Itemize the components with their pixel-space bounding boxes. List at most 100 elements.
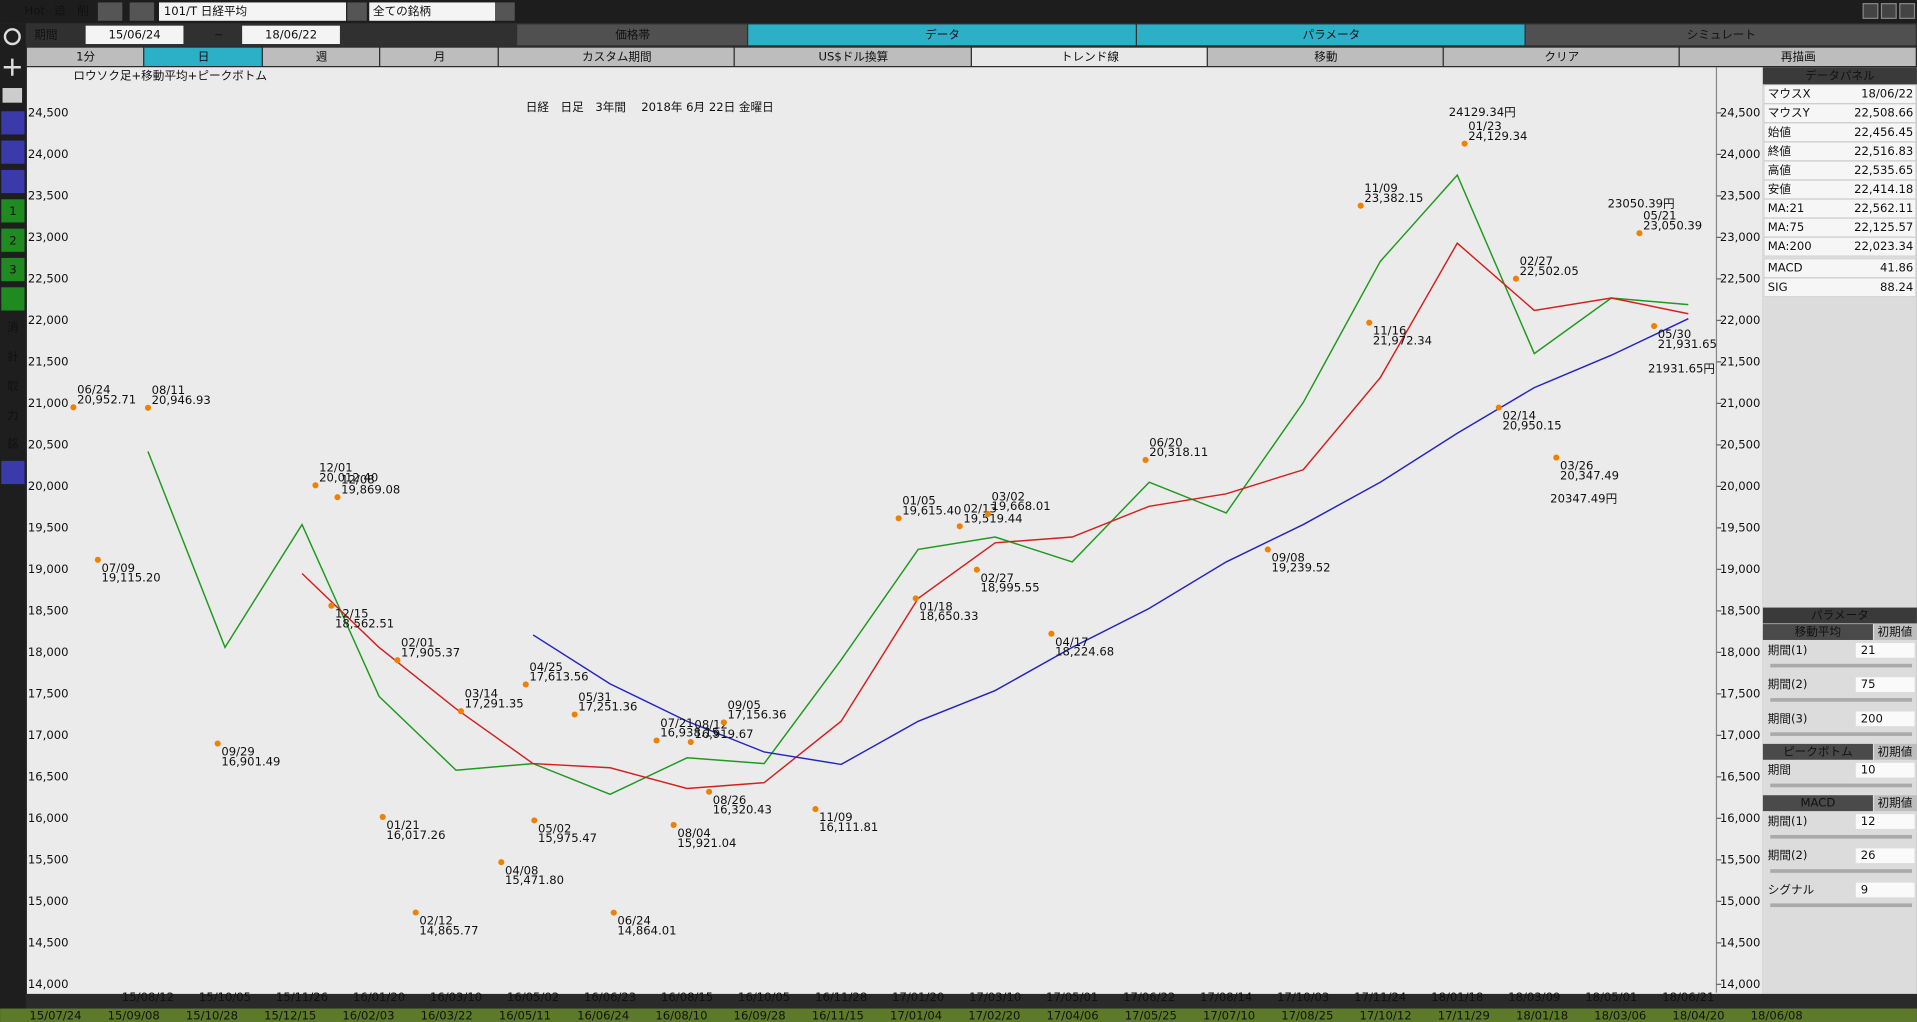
tab[interactable] — [1136, 24, 1525, 46]
y-tick-label: 16,000 — [1720, 811, 1761, 825]
y-tick-label: 21,500 — [1720, 354, 1761, 368]
sidebar-label: 消 — [7, 320, 19, 334]
panel-label: MA:21 — [1768, 201, 1804, 215]
parameter-label: 期間(1) — [1768, 643, 1808, 657]
slider-track[interactable] — [1770, 663, 1913, 668]
peak-marker — [214, 740, 221, 747]
toolbar-button[interactable] — [262, 47, 380, 67]
value-box[interactable] — [1855, 643, 1915, 658]
toolbar-button[interactable] — [1679, 47, 1916, 67]
slider-track[interactable] — [1770, 783, 1913, 788]
y-tick-label: 22,500 — [28, 271, 69, 285]
panel-row — [1763, 84, 1917, 104]
symbol-box[interactable] — [158, 2, 347, 21]
x-tick-label: 16/08/15 — [661, 990, 713, 1004]
dropdown[interactable] — [347, 2, 367, 21]
toolbar-button[interactable] — [380, 47, 498, 67]
peak-value: 23,382.15 — [1364, 191, 1423, 205]
close-button[interactable] — [1899, 3, 1916, 19]
peak-value: 19,519.44 — [963, 511, 1022, 525]
favorite-button[interactable] — [1, 287, 25, 311]
peak-value: 19,239.52 — [1271, 560, 1330, 574]
y-tick-label: 15,000 — [1720, 894, 1761, 908]
value-box[interactable] — [1855, 848, 1915, 864]
maximize-button[interactable] — [1880, 3, 1897, 19]
slider-track[interactable] — [1770, 869, 1913, 873]
parameter-label: 期間(2) — [1768, 677, 1808, 691]
value-box[interactable] — [1855, 882, 1915, 898]
parameter-value: 21 — [1861, 643, 1876, 657]
peak-date: 11/09 — [819, 810, 852, 824]
value-box[interactable] — [1855, 814, 1915, 829]
panel-label: MA:200 — [1768, 239, 1812, 253]
x-tick-label: 16/03/10 — [430, 990, 482, 1004]
date-box[interactable] — [242, 25, 340, 45]
camera-icon[interactable] — [2, 88, 23, 103]
tilde: ~ — [214, 27, 224, 41]
peak-marker — [956, 523, 963, 530]
scrollbar-label: 18/06/08 — [1751, 1008, 1803, 1022]
toolbar-button[interactable] — [734, 47, 971, 67]
scrollbar-label: 18/01/18 — [1516, 1008, 1568, 1022]
toolbar-button[interactable] — [144, 47, 262, 67]
y-tick-label: 14,500 — [28, 935, 69, 949]
slider-track[interactable] — [1770, 732, 1913, 736]
panel-label: 始値 — [1768, 125, 1792, 139]
reset-button[interactable] — [1874, 624, 1917, 640]
x-tick-label: 16/10/05 — [738, 990, 790, 1004]
panel-label: マウスY — [1768, 106, 1811, 120]
universe-box[interactable] — [369, 2, 496, 21]
moving-average-line — [147, 173, 1689, 796]
peak-marker — [1461, 140, 1468, 147]
add-icon[interactable] — [3, 58, 21, 76]
y-tick-label: 16,000 — [28, 811, 69, 825]
date-box[interactable] — [85, 25, 184, 45]
preset-button[interactable] — [1, 257, 25, 282]
slider-track[interactable] — [1770, 834, 1913, 839]
parameter-value: 200 — [1861, 711, 1883, 725]
y-tick-label: 22,000 — [28, 313, 69, 327]
peak-value: 20,347.49 — [1560, 468, 1619, 482]
toolbar-button[interactable] — [971, 47, 1207, 67]
tab[interactable] — [1525, 24, 1916, 46]
tab[interactable] — [748, 24, 1136, 46]
peak-date: 03/14 — [465, 687, 498, 701]
toolbar-button[interactable] — [498, 47, 734, 67]
value-box[interactable] — [1855, 711, 1915, 727]
slider-track[interactable] — [1770, 903, 1913, 908]
nav-button[interactable] — [129, 2, 155, 21]
preset-button[interactable] — [1, 199, 25, 223]
flag-icon[interactable] — [1, 169, 25, 194]
toolbar-button[interactable] — [26, 47, 144, 67]
preset-button[interactable] — [1, 228, 25, 252]
reset-button[interactable] — [1874, 795, 1917, 812]
scrollbar[interactable] — [0, 1008, 1917, 1022]
scrollbar-label: 17/01/04 — [890, 1008, 942, 1022]
chart-icon[interactable] — [1, 111, 25, 135]
panel-row — [1763, 180, 1917, 199]
symbol: 101/T 日経平均 — [164, 4, 247, 18]
tab[interactable] — [517, 24, 748, 46]
value-box[interactable] — [1855, 762, 1915, 778]
value-box[interactable] — [1855, 677, 1915, 692]
y-tick-label: 21,000 — [28, 396, 69, 410]
peak-date: 03/26 — [1560, 459, 1593, 473]
peak-marker — [1366, 319, 1373, 326]
dropdown[interactable] — [495, 2, 515, 21]
button-label: 週 — [316, 49, 328, 63]
settings-icon[interactable] — [1, 460, 25, 485]
slider-track[interactable] — [1770, 698, 1913, 702]
peak-value: 17,156.36 — [727, 708, 786, 722]
panel-row — [1763, 103, 1917, 123]
nav-button[interactable] — [97, 2, 123, 21]
panel-label: マウスX — [1768, 87, 1811, 101]
toolbar-button[interactable] — [1207, 47, 1443, 67]
x-tick-label: 15/10/05 — [199, 990, 251, 1004]
minimize-button[interactable] — [1862, 3, 1879, 19]
search-icon[interactable] — [3, 28, 21, 46]
scrollbar-label: 15/09/08 — [108, 1008, 160, 1022]
reset-button[interactable] — [1874, 743, 1917, 760]
chart-icon[interactable] — [1, 140, 25, 164]
toolbar-button[interactable] — [1443, 47, 1679, 67]
